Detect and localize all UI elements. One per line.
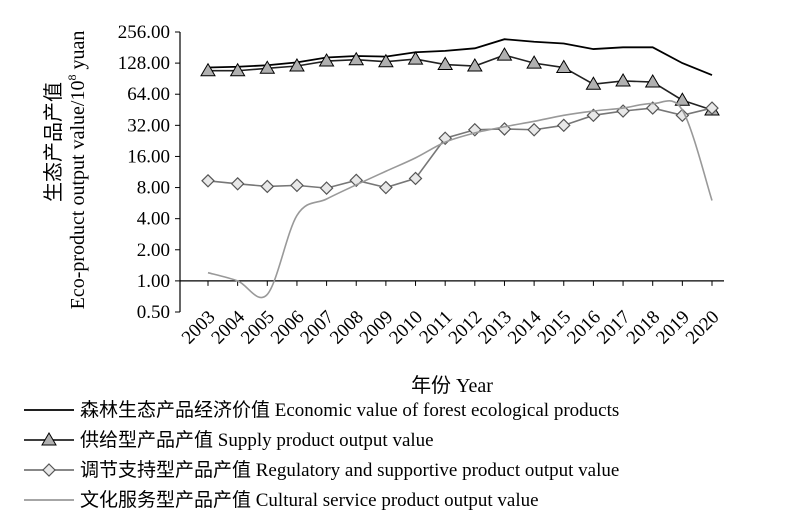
series-line — [207, 100, 713, 299]
triangle-marker — [437, 56, 454, 71]
triangle-marker — [496, 47, 513, 61]
triangle-marker — [229, 62, 246, 77]
triangle-marker — [585, 76, 602, 90]
y-tick-label: 4.00 — [137, 209, 170, 230]
y-tick-label: 8.00 — [137, 178, 170, 199]
triangle-marker — [348, 51, 365, 66]
diamond-marker — [260, 179, 275, 194]
y-tick-label: 128.00 — [118, 53, 170, 74]
y-tick-labels: 256.00 128.00 64.00 32.00 16.00 8.00 4.00 2.00 1… — [118, 22, 180, 323]
x-tick-label: 2020 — [682, 307, 724, 349]
y-tick-label: 1.00 — [137, 271, 170, 292]
series-4 — [207, 100, 713, 299]
diamond-marker — [408, 171, 423, 186]
diamond-marker — [42, 463, 56, 477]
diamond-marker — [379, 180, 393, 195]
series-3 — [201, 101, 719, 195]
y-axis-title-en: Eco-product output value/108 yuan — [65, 31, 89, 310]
diamond-marker — [230, 176, 245, 191]
legend: 森林生态产品经济价值 Economic value of forest ecol… — [24, 399, 619, 511]
diamond-marker — [675, 108, 690, 123]
triangle-marker — [318, 53, 335, 67]
legend-label: 森林生态产品经济价值 Economic value of forest ecol… — [80, 399, 619, 421]
triangle-marker — [407, 51, 424, 65]
diamond-marker — [497, 122, 512, 136]
triangle-marker — [378, 53, 394, 68]
y-axis-title-en-group: Eco-product output value/108 yuan — [65, 31, 89, 310]
triangle-marker — [555, 59, 572, 74]
series-line — [207, 107, 713, 189]
x-axis-title: 年份 Year — [411, 374, 493, 397]
series-layer — [200, 38, 720, 299]
triangle-marker — [200, 62, 216, 77]
y-tick-label: 0.50 — [137, 302, 170, 323]
legend-label: 调节支持型产品产值 Regulatory and supportive prod… — [80, 459, 619, 481]
triangle-marker — [526, 55, 542, 69]
diamond-marker — [319, 181, 334, 195]
x-tick-labels: 2003200420052006200720082009201020112012… — [178, 280, 724, 349]
triangle-marker — [466, 58, 483, 72]
diamond-marker — [527, 122, 541, 137]
axes — [179, 32, 724, 312]
y-axis-title: 生态产品产值 — [42, 82, 65, 202]
diamond-marker — [556, 118, 571, 133]
series-1 — [207, 38, 713, 76]
triangle-marker — [41, 432, 57, 446]
legend-label: 文化服务型产品产值 Cultural service product outpu… — [80, 489, 539, 511]
y-tick-label: 256.00 — [118, 22, 170, 43]
legend-label: 供给型产品产值 Supply product output value — [80, 429, 434, 451]
y-tick-label: 16.00 — [127, 146, 170, 167]
diamond-marker — [586, 108, 601, 123]
y-axis-title-en-main: Eco-product output value/10 — [67, 81, 89, 310]
y-tick-label: 64.00 — [127, 84, 170, 105]
y-axis-title-sup: 8 — [65, 75, 79, 81]
triangle-marker — [644, 74, 661, 88]
series-2 — [200, 47, 720, 116]
diamond-marker — [645, 101, 660, 115]
series-line — [208, 54, 713, 111]
y-axis-title-unit: yuan — [67, 31, 89, 75]
triangle-marker — [289, 58, 305, 72]
diamond-marker — [290, 178, 304, 193]
triangle-marker — [674, 92, 691, 106]
y-tick-label: 32.00 — [127, 115, 170, 136]
y-tick-label: 2.00 — [137, 240, 170, 261]
diamond-marker — [201, 173, 215, 188]
series-line — [207, 38, 713, 76]
y-axis-title-cn: 生态产品产值 — [42, 82, 65, 202]
diamond-marker — [705, 101, 719, 115]
triangle-marker — [259, 60, 276, 74]
triangle-marker — [615, 72, 631, 87]
